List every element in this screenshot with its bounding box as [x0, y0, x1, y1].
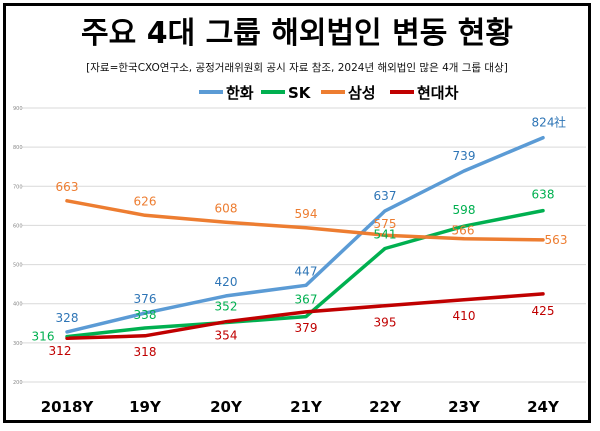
- data-point: [462, 237, 466, 241]
- y-tick-label: 800: [13, 145, 23, 151]
- data-label: 425: [532, 304, 555, 318]
- data-point: [541, 238, 545, 242]
- data-label: 410: [453, 309, 476, 323]
- x-tick-label: 21Y: [290, 398, 323, 416]
- data-label: 824: [532, 116, 555, 130]
- y-tick-label: 200: [13, 380, 23, 386]
- data-label: 563: [545, 233, 568, 247]
- data-point: [541, 292, 545, 296]
- data-point: [541, 136, 545, 140]
- data-point: [143, 326, 147, 330]
- data-label: 367: [295, 293, 318, 307]
- data-label: 376: [134, 292, 157, 306]
- x-tick-label: 20Y: [210, 398, 243, 416]
- legend-label: 현대차: [417, 84, 459, 102]
- chart-frame: [3, 3, 591, 423]
- x-tick-label: 24Y: [527, 398, 560, 416]
- x-tick-label: 22Y: [369, 398, 402, 416]
- data-label: 608: [215, 201, 238, 215]
- data-point: [143, 311, 147, 315]
- data-label: 312: [49, 344, 72, 358]
- data-point: [383, 304, 387, 308]
- data-point: [304, 310, 308, 314]
- data-label: 626: [134, 194, 157, 208]
- data-point: [383, 233, 387, 237]
- legend-label: 삼성: [348, 84, 376, 102]
- data-label: 328: [56, 311, 79, 325]
- data-point: [65, 336, 69, 340]
- data-label: 598: [453, 203, 476, 217]
- data-label: 338: [134, 308, 157, 322]
- y-tick-label: 900: [13, 106, 23, 112]
- data-label: 739: [453, 149, 476, 163]
- data-label: 566: [452, 224, 475, 238]
- data-point: [462, 169, 466, 173]
- x-tick-label: 19Y: [129, 398, 162, 416]
- data-label: 637: [374, 189, 397, 203]
- data-label: 379: [295, 321, 318, 335]
- y-tick-label: 300: [13, 341, 23, 347]
- data-point: [143, 213, 147, 217]
- data-label: 395: [374, 316, 397, 330]
- data-label: 638: [532, 188, 555, 202]
- data-label: 594: [295, 207, 318, 221]
- data-point: [224, 220, 228, 224]
- data-label: 352: [215, 300, 238, 314]
- data-label: 318: [134, 345, 157, 359]
- data-label: 420: [215, 275, 238, 289]
- data-label: 316: [32, 330, 55, 344]
- data-point: [541, 209, 545, 213]
- y-tick-label: 700: [13, 184, 23, 190]
- data-point: [304, 226, 308, 230]
- data-point: [462, 224, 466, 228]
- data-point: [304, 283, 308, 287]
- legend-label: SK: [288, 84, 312, 102]
- legend-label: 한화: [226, 84, 254, 102]
- data-point: [65, 330, 69, 334]
- data-point: [224, 294, 228, 298]
- x-tick-label: 23Y: [448, 398, 481, 416]
- unit-suffix: 社: [554, 115, 566, 130]
- data-label: 447: [295, 264, 318, 278]
- data-label: 575: [374, 217, 397, 231]
- data-label: 663: [56, 180, 79, 194]
- data-point: [383, 209, 387, 213]
- data-point: [65, 199, 69, 203]
- data-point: [143, 334, 147, 338]
- data-point: [462, 298, 466, 302]
- chart-subtitle: [자료=한국CXO연구소, 공정거래위원회 공시 자료 참조, 2024년 해외…: [86, 62, 508, 74]
- data-point: [224, 320, 228, 324]
- y-tick-label: 500: [13, 263, 23, 269]
- y-tick-label: 400: [13, 302, 23, 308]
- x-tick-label: 2018Y: [41, 398, 95, 416]
- data-label: 541: [374, 228, 397, 242]
- data-point: [304, 315, 308, 319]
- y-tick-label: 600: [13, 223, 23, 229]
- data-label: 354: [215, 329, 238, 343]
- chart-title: 주요 4대 그룹 해외법인 변동 현황: [81, 16, 513, 51]
- data-point: [383, 247, 387, 250]
